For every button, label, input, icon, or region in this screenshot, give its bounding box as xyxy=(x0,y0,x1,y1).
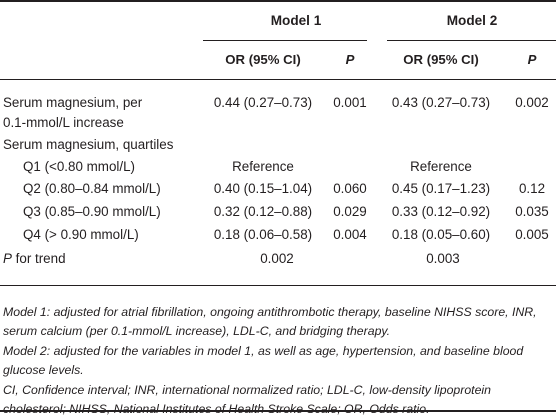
trend-text: for trend xyxy=(11,250,66,266)
table-row: Q1 (<0.80 mmol/L) Reference Reference xyxy=(0,155,556,177)
p-italic: P xyxy=(3,250,12,266)
row-label: Q2 (0.80–0.84 mmol/L) xyxy=(23,181,161,196)
row-or-2: 0.18 (0.05–0.60) xyxy=(391,227,491,242)
table-notes: Model 1: adjusted for atrial fibrillatio… xyxy=(3,303,555,419)
row-label-line2: 0.1-mmol/L increase xyxy=(3,115,124,130)
row-p-1: 0.001 xyxy=(333,94,367,110)
header-rule xyxy=(0,79,556,80)
row-label: Q3 (0.85–0.90 mmol/L) xyxy=(23,204,161,219)
row-or-1: 0.40 (0.15–1.04) xyxy=(213,181,313,196)
row-or-1: 0.32 (0.12–0.88) xyxy=(213,204,313,219)
row-label: Q1 (<0.80 mmol/L) xyxy=(23,158,136,174)
row-or-1: Reference xyxy=(232,158,294,174)
bottom-rule xyxy=(0,410,556,412)
header-p-1: P xyxy=(345,51,355,67)
note-model-2: Model 2: adjusted for the variables in m… xyxy=(3,343,524,378)
results-table: Model 1 Model 2 OR (95% CI) P OR (95% CI… xyxy=(0,0,556,270)
model-1-rule xyxy=(203,40,367,41)
table-row: Q3 (0.85–0.90 mmol/L) 0.32 (0.12–0.88) 0… xyxy=(0,200,556,223)
row-p-1: 0.060 xyxy=(333,181,367,196)
table-row: Serum magnesium, per 0.44 (0.27–0.73) 0.… xyxy=(0,92,556,112)
row-or-1: 0.44 (0.27–0.73) xyxy=(213,94,313,110)
row-label: Serum magnesium, quartiles xyxy=(3,136,174,152)
row-p-2: 0.12 xyxy=(518,181,546,196)
header-model-2: Model 2 xyxy=(446,12,498,28)
row-label: Q4 (> 0.90 mmol/L) xyxy=(23,227,139,242)
row-or-2: 0.45 (0.17–1.23) xyxy=(391,181,491,196)
row-p-1: 0.029 xyxy=(333,204,367,219)
row-or-2: 0.003 xyxy=(426,250,460,266)
header-or-ci-1: OR (95% CI) xyxy=(225,51,301,67)
top-rule xyxy=(0,0,556,2)
header-row-models: Model 1 Model 2 xyxy=(0,0,556,40)
table-row: Q4 (> 0.90 mmol/L) 0.18 (0.06–0.58) 0.00… xyxy=(0,223,556,246)
row-label-trend: P for trend xyxy=(0,246,200,270)
body-bottom-rule xyxy=(0,285,556,286)
table-row: 0.1-mmol/L increase xyxy=(0,112,556,133)
header-or-ci-2: OR (95% CI) xyxy=(403,51,479,67)
header-row-columns: OR (95% CI) P OR (95% CI) P xyxy=(0,40,556,78)
model-2-rule xyxy=(387,40,556,41)
row-or-1: 0.18 (0.06–0.58) xyxy=(213,227,313,242)
note-abbreviations: CI, Confidence interval; INR, internatio… xyxy=(3,382,492,416)
table-row: Q2 (0.80–0.84 mmol/L) 0.40 (0.15–1.04) 0… xyxy=(0,177,556,200)
header-model-1: Model 1 xyxy=(270,12,322,28)
table-row: Serum magnesium, quartiles xyxy=(0,133,556,155)
row-or-2: 0.33 (0.12–0.92) xyxy=(391,204,491,219)
row-or-1: 0.002 xyxy=(260,250,294,266)
row-or-2: 0.43 (0.27–0.73) xyxy=(391,94,491,110)
header-empty xyxy=(0,0,200,40)
note-model-1: Model 1: adjusted for atrial fibrillatio… xyxy=(3,305,537,339)
table-row: P for trend 0.002 0.003 xyxy=(0,246,556,270)
row-or-2: Reference xyxy=(410,158,472,174)
row-p-2: 0.005 xyxy=(515,227,549,242)
row-p-2: 0.035 xyxy=(515,204,549,219)
row-p-1: 0.004 xyxy=(333,227,367,242)
header-p-2: P xyxy=(527,51,537,67)
header-empty xyxy=(0,40,200,78)
row-label: Serum magnesium, per xyxy=(3,94,143,110)
row-p-2: 0.002 xyxy=(515,94,549,110)
